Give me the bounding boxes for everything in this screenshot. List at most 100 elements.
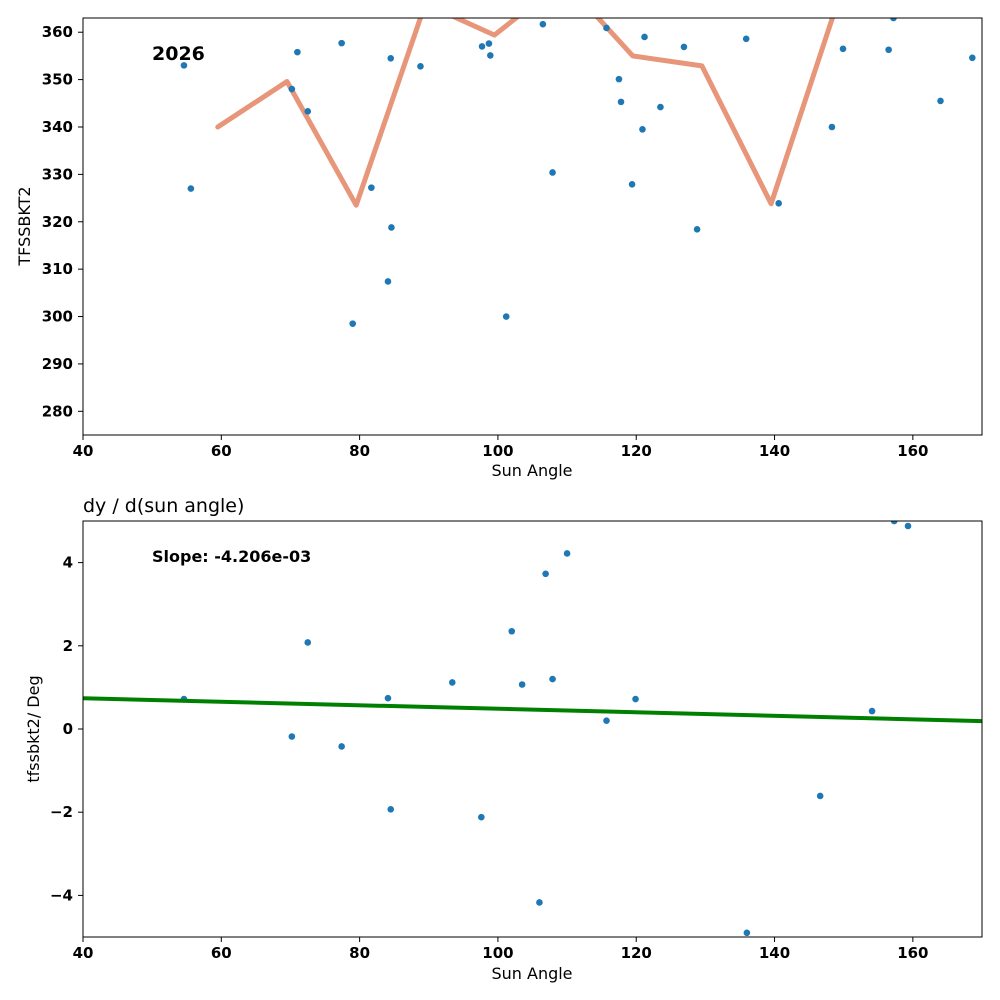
series-line: [215, 18, 836, 208]
annotation-slope: Slope: -4.206e-03: [152, 547, 311, 566]
y-tick-label: 330: [42, 165, 73, 183]
scatter-point: [387, 54, 395, 62]
scatter-point: [187, 185, 195, 192]
scatter-point: [487, 52, 494, 59]
scatter-point: [485, 40, 493, 47]
y-tick-label: 4: [63, 554, 73, 572]
y-tick-label: 300: [42, 308, 73, 326]
scatter-point: [641, 33, 648, 41]
y-tick-label: 290: [42, 355, 73, 373]
scatter-point: [603, 717, 610, 724]
scatter-point: [518, 681, 526, 688]
scatter-point: [563, 550, 571, 557]
y-tick-label: −4: [50, 886, 73, 904]
y-tick-label: 350: [42, 71, 73, 89]
scatter-point: [828, 123, 836, 131]
scatter-point: [632, 695, 639, 703]
x-axis-ticks: 40 60 80 100 120 140 160: [73, 937, 929, 962]
scatter-point: [448, 679, 456, 686]
x-tick-label: 160: [897, 944, 928, 962]
y-tick-label: 360: [42, 23, 73, 41]
scatter-point: [775, 199, 782, 207]
scatter-point: [478, 813, 485, 821]
scatter-point: [508, 627, 516, 635]
x-axis-label: Sun Angle: [491, 461, 572, 480]
scatter-point: [304, 639, 312, 646]
axes-frame: [82, 17, 983, 436]
scatter-point: [536, 899, 543, 906]
scatter-point: [969, 54, 976, 62]
y-tick-label: 280: [42, 402, 73, 420]
scatter-point: [549, 169, 556, 176]
x-tick-label: 40: [73, 944, 94, 962]
fit-line: [83, 696, 982, 724]
scatter-point: [549, 675, 556, 683]
y-axis-ticks: 280 290 300 310 320 330 340 350 360: [42, 23, 83, 420]
scatter-point: [615, 75, 623, 83]
scatter-point: [384, 278, 392, 285]
scatter-point: [387, 805, 395, 813]
scatter-point: [388, 224, 395, 231]
scatter-point: [349, 320, 357, 327]
scatter-point: [839, 45, 847, 53]
chart-slope: dy / d(sun angle) 40 60 80 100 120 140 160 −4−…: [24, 495, 983, 983]
x-axis-label: Sun Angle: [491, 964, 572, 983]
scatter-point: [890, 18, 897, 22]
scatter-point: [639, 126, 646, 133]
scatter-point: [338, 743, 345, 750]
x-tick-label: 100: [482, 442, 513, 460]
x-tick-label: 120: [621, 944, 652, 962]
x-tick-label: 120: [621, 442, 652, 460]
scatter-point: [742, 35, 750, 43]
chart-title: dy / d(sun angle): [83, 495, 244, 517]
scatter-point: [417, 63, 424, 70]
y-tick-label: 320: [42, 213, 73, 231]
scatter-point: [890, 521, 898, 525]
plot-area: [180, 18, 976, 327]
axes-frame: [82, 520, 983, 938]
scatter-point: [816, 792, 824, 800]
scatter-point: [617, 98, 625, 106]
y-tick-label: 0: [63, 720, 73, 738]
scatter-point: [288, 85, 296, 93]
y-axis-label: TFSSBKT2: [15, 186, 34, 266]
x-tick-label: 80: [349, 442, 370, 460]
scatter-point: [502, 313, 510, 320]
y-tick-label: 310: [42, 260, 73, 278]
scatter-point: [542, 570, 549, 578]
x-tick-label: 100: [482, 944, 513, 962]
x-tick-label: 160: [897, 442, 928, 460]
scatter-point: [603, 24, 610, 32]
scatter-point: [338, 39, 345, 47]
scatter-point: [180, 62, 188, 69]
scatter-point: [743, 929, 751, 937]
scatter-point: [885, 46, 892, 54]
x-tick-label: 140: [759, 442, 790, 460]
plot-area: [83, 521, 982, 937]
y-tick-label: 2: [63, 637, 73, 655]
scatter-point: [868, 707, 876, 715]
scatter-point: [693, 226, 701, 233]
scatter-point: [368, 184, 375, 191]
scatter-point: [384, 694, 392, 702]
scatter-point: [657, 103, 664, 111]
x-tick-label: 80: [349, 944, 370, 962]
scatter-point: [478, 43, 486, 50]
x-axis-ticks: 40 60 80 100 120 140 160: [73, 435, 929, 460]
x-tick-label: 60: [211, 944, 232, 962]
scatter-point: [294, 48, 301, 56]
x-tick-label: 140: [759, 944, 790, 962]
scatter-point: [288, 733, 296, 740]
y-tick-label: 340: [42, 118, 73, 136]
chart-tfssbkt2-vs-sun-angle: 40 60 80 100 120 140 160 280 290 300 310 320 330 340…: [15, 17, 983, 480]
x-tick-label: 40: [73, 442, 94, 460]
scatter-point: [904, 522, 912, 530]
y-axis-ticks: −4 −2 0 2 4: [50, 554, 83, 904]
scatter-point: [304, 108, 312, 115]
scatter-point: [937, 97, 944, 105]
y-axis-label: tfssbkt2/ Deg: [24, 675, 43, 782]
x-tick-label: 60: [211, 442, 232, 460]
y-tick-label: −2: [50, 803, 73, 821]
annotation-year: 2026: [152, 43, 205, 65]
